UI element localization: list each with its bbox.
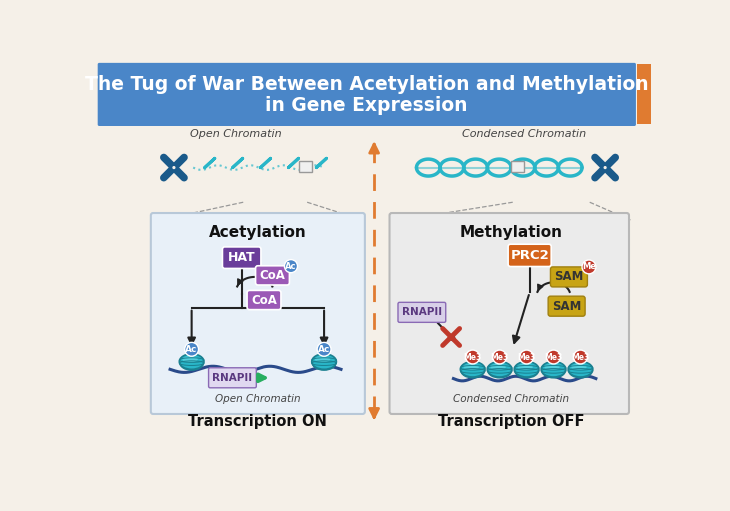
Ellipse shape (541, 362, 566, 377)
Text: The Tug of War Between Acetylation and Methylation: The Tug of War Between Acetylation and M… (85, 75, 648, 94)
Text: PRC2: PRC2 (510, 249, 549, 262)
FancyBboxPatch shape (151, 213, 365, 414)
Text: Condensed Chromatin: Condensed Chromatin (462, 129, 586, 140)
Ellipse shape (568, 362, 593, 377)
Ellipse shape (518, 364, 533, 370)
Ellipse shape (488, 362, 512, 377)
Circle shape (574, 350, 588, 364)
Ellipse shape (180, 356, 204, 371)
Text: SAM: SAM (554, 270, 583, 284)
Circle shape (613, 155, 618, 159)
Text: CoA: CoA (260, 269, 285, 282)
Ellipse shape (541, 363, 566, 379)
Text: Open Chromatin: Open Chromatin (190, 129, 281, 140)
Text: Acetylation: Acetylation (209, 225, 307, 240)
FancyBboxPatch shape (223, 247, 261, 268)
Ellipse shape (315, 356, 330, 362)
Circle shape (604, 166, 607, 169)
Circle shape (161, 176, 166, 180)
Text: Transcription ON: Transcription ON (188, 414, 327, 429)
FancyBboxPatch shape (98, 63, 636, 126)
Circle shape (520, 350, 534, 364)
Text: Me3: Me3 (545, 353, 563, 361)
Circle shape (182, 155, 186, 159)
Circle shape (185, 342, 199, 356)
Text: Me3: Me3 (518, 353, 536, 361)
Circle shape (317, 342, 331, 356)
Circle shape (182, 176, 186, 180)
Ellipse shape (514, 363, 539, 379)
Text: Me3: Me3 (572, 353, 590, 361)
Text: RNAPII: RNAPII (212, 373, 253, 383)
Text: in Gene Expression: in Gene Expression (265, 96, 468, 114)
Circle shape (493, 350, 507, 364)
FancyBboxPatch shape (550, 267, 588, 287)
FancyBboxPatch shape (255, 266, 289, 285)
Circle shape (593, 176, 597, 180)
FancyBboxPatch shape (508, 244, 551, 267)
Circle shape (161, 155, 166, 159)
Circle shape (172, 166, 175, 169)
Text: Ac: Ac (285, 262, 296, 271)
FancyBboxPatch shape (548, 296, 585, 316)
Circle shape (582, 260, 596, 274)
Text: Me3: Me3 (491, 353, 509, 361)
Circle shape (466, 350, 480, 364)
Circle shape (593, 155, 597, 159)
Ellipse shape (461, 362, 485, 377)
Ellipse shape (180, 354, 204, 369)
FancyBboxPatch shape (390, 213, 629, 414)
Ellipse shape (572, 364, 587, 370)
Text: Condensed Chromatin: Condensed Chromatin (453, 393, 569, 404)
Ellipse shape (312, 356, 337, 371)
Text: CoA: CoA (251, 293, 277, 307)
Bar (637, 64, 650, 125)
Ellipse shape (488, 363, 512, 379)
FancyBboxPatch shape (398, 303, 446, 322)
Ellipse shape (464, 364, 479, 370)
Ellipse shape (545, 364, 560, 370)
Ellipse shape (312, 354, 337, 369)
Ellipse shape (568, 363, 593, 379)
Text: HAT: HAT (228, 251, 255, 264)
Text: SAM: SAM (552, 299, 581, 313)
FancyBboxPatch shape (247, 290, 281, 310)
Text: Open Chromatin: Open Chromatin (215, 393, 301, 404)
Text: Me: Me (582, 263, 596, 271)
Text: RNAPII: RNAPII (402, 307, 442, 317)
Ellipse shape (491, 364, 506, 370)
Text: Transcription OFF: Transcription OFF (438, 414, 585, 429)
Ellipse shape (182, 356, 198, 362)
Bar (299, 161, 312, 172)
Circle shape (547, 350, 561, 364)
Text: Methylation: Methylation (460, 225, 563, 240)
Text: Ac: Ac (318, 345, 330, 354)
Text: Me3: Me3 (464, 353, 482, 361)
Text: Ac: Ac (185, 345, 198, 354)
Circle shape (613, 176, 618, 180)
Ellipse shape (514, 362, 539, 377)
Bar (511, 161, 523, 172)
Circle shape (285, 260, 298, 273)
FancyBboxPatch shape (209, 368, 256, 388)
Ellipse shape (461, 363, 485, 379)
